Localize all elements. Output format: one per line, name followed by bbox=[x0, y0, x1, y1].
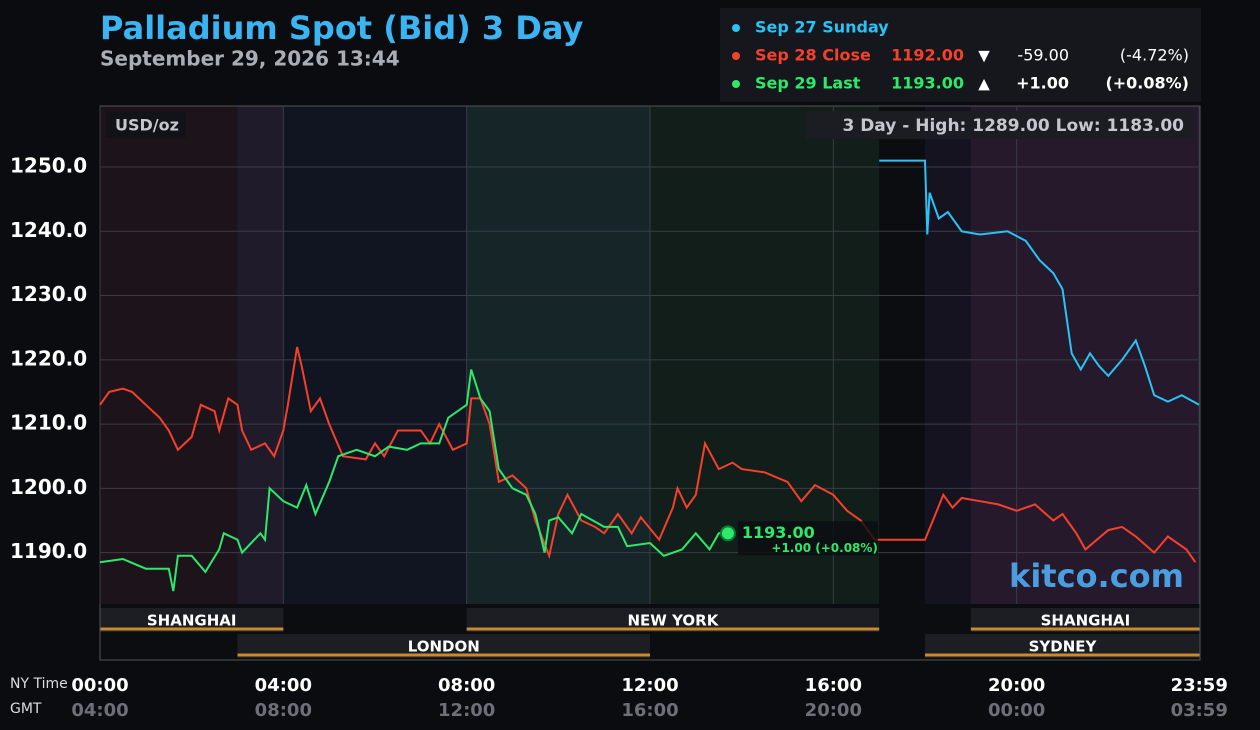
x2-tick-label: 08:00 bbox=[255, 700, 312, 721]
x2-tick-label: 03:59 bbox=[1171, 700, 1228, 721]
x2-tick-label: 20:00 bbox=[805, 700, 862, 721]
x2-tick-label: 00:00 bbox=[988, 700, 1045, 721]
x-tick-label: 16:00 bbox=[805, 675, 862, 696]
session-label: LONDON bbox=[408, 638, 480, 656]
x2-axis-label: GMT bbox=[10, 701, 42, 717]
y-tick-label: 1200.0 bbox=[10, 475, 87, 499]
legend-marker bbox=[732, 52, 740, 60]
legend-marker bbox=[732, 24, 740, 32]
legend-price: 1192.00 bbox=[891, 46, 964, 65]
session-label: SYDNEY bbox=[1029, 638, 1098, 656]
legend-percent: (+0.08%) bbox=[1105, 74, 1189, 93]
range-note-box bbox=[806, 111, 1194, 139]
legend-name: Sep 27 Sunday bbox=[755, 18, 889, 37]
chart-title: Palladium Spot (Bid) 3 Day bbox=[100, 9, 583, 47]
session-label: SHANGHAI bbox=[147, 612, 237, 630]
x-tick-label: 23:59 bbox=[1171, 675, 1228, 696]
y-tick-label: 1240.0 bbox=[10, 218, 87, 242]
x-tick-label: 08:00 bbox=[438, 675, 495, 696]
y-axis-label: USD/oz bbox=[115, 116, 179, 135]
x-tick-label: 12:00 bbox=[621, 675, 678, 696]
y-label-box bbox=[106, 112, 186, 138]
last-label-box bbox=[737, 521, 878, 556]
legend-price: 1193.00 bbox=[891, 74, 964, 93]
legend-name: Sep 28 Close bbox=[755, 46, 871, 65]
legend-arrow: ▲ bbox=[978, 75, 990, 93]
session-shade bbox=[970, 106, 1200, 604]
x-tick-label: 20:00 bbox=[988, 675, 1045, 696]
x-tick-label: 04:00 bbox=[255, 675, 312, 696]
chart-subtitle: September 29, 2026 13:44 bbox=[100, 47, 400, 71]
y-tick-label: 1250.0 bbox=[10, 154, 87, 178]
legend-box bbox=[720, 8, 1201, 102]
x-axis-label: NY Time bbox=[10, 676, 68, 692]
last-change-label: +1.00 (+0.08%) bbox=[771, 541, 878, 555]
session-shade bbox=[100, 106, 284, 604]
last-point bbox=[719, 525, 736, 542]
y-tick-label: 1220.0 bbox=[10, 346, 87, 370]
price-line bbox=[99, 346, 1197, 563]
legend-arrow: ▼ bbox=[978, 47, 990, 65]
x2-tick-label: 04:00 bbox=[71, 700, 128, 721]
y-tick-label: 1190.0 bbox=[10, 539, 87, 563]
session-label: SHANGHAI bbox=[1041, 612, 1131, 630]
last-price-label: 1193.00 bbox=[742, 523, 815, 542]
legend-name: Sep 29 Last bbox=[755, 74, 861, 93]
watermark: kitco.com bbox=[1009, 557, 1184, 595]
x2-tick-label: 16:00 bbox=[621, 700, 678, 721]
legend-change: +1.00 bbox=[1016, 74, 1069, 93]
session-shade bbox=[925, 106, 1200, 604]
legend-marker bbox=[732, 80, 740, 88]
legend-change: -59.00 bbox=[1017, 46, 1069, 65]
x-tick-label: 00:00 bbox=[71, 675, 128, 696]
x2-tick-label: 12:00 bbox=[438, 700, 495, 721]
session-label: NEW YORK bbox=[628, 612, 720, 630]
price-line bbox=[879, 159, 1200, 406]
y-tick-label: 1230.0 bbox=[10, 282, 87, 306]
legend-percent: (-4.72%) bbox=[1120, 46, 1189, 65]
range-note: 3 Day - High: 1289.00 Low: 1183.00 bbox=[842, 116, 1184, 136]
y-tick-label: 1210.0 bbox=[10, 411, 87, 435]
price-line bbox=[99, 369, 728, 592]
